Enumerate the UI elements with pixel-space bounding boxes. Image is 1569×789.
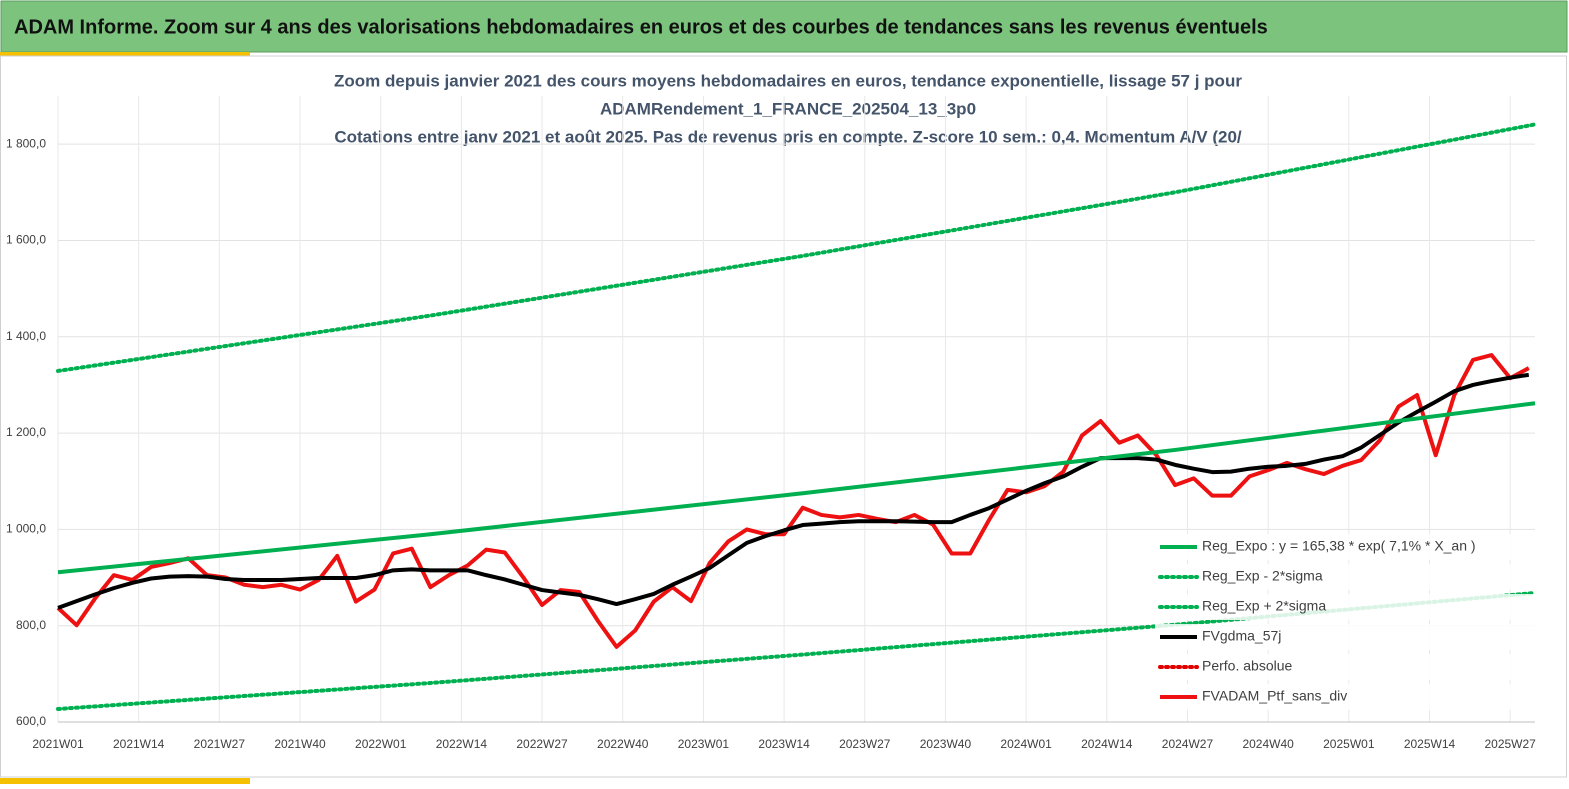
legend-bg [1155, 534, 1535, 560]
legend-bg [1155, 564, 1535, 590]
series-line [57, 401, 1536, 575]
x-tick-label: 2025W01 [1323, 737, 1375, 751]
y-tick-label: 1 400,0 [6, 329, 46, 343]
x-tick-label: 2022W14 [436, 737, 488, 751]
legend-label: Reg_Exp + 2*sigma [1202, 598, 1326, 614]
y-tick-label: 1 200,0 [6, 425, 46, 439]
x-tick-label: 2023W27 [839, 737, 891, 751]
legend-bg [1155, 654, 1535, 680]
y-tick-label: 1 000,0 [6, 522, 46, 536]
legend-label: Perfo. absolue [1202, 658, 1292, 674]
legend-bg [1155, 594, 1535, 620]
x-tick-label: 2025W27 [1484, 737, 1536, 751]
x-tick-label: 2024W27 [1162, 737, 1214, 751]
x-tick-label: 2024W01 [1000, 737, 1052, 751]
x-tick-label: 2021W01 [32, 737, 84, 751]
y-tick-label: 1 800,0 [6, 136, 46, 150]
y-tick-label: 800,0 [16, 618, 46, 632]
series-line [57, 372, 1530, 610]
accent [0, 52, 250, 56]
header-bar [0, 0, 1568, 53]
chart-frame [0, 55, 1567, 778]
legend-label: Reg_Exp - 2*sigma [1202, 568, 1323, 584]
series-line [56, 122, 1537, 373]
legend-label: Reg_Expo : y = 165,38 * exp( 7,1% * X_an… [1202, 538, 1476, 554]
x-tick-label: 2021W40 [274, 737, 326, 751]
x-tick-label: 2021W27 [194, 737, 246, 751]
legend-bg [1155, 684, 1535, 710]
x-tick-label: 2023W01 [678, 737, 730, 751]
x-tick-label: 2022W40 [597, 737, 649, 751]
chart-title: Zoom depuis janvier 2021 des cours moyen… [334, 71, 1242, 90]
legend-bg [1155, 624, 1535, 650]
x-tick-label: 2022W27 [516, 737, 568, 751]
x-tick-label: 2023W14 [758, 737, 810, 751]
y-tick-label: 1 600,0 [6, 233, 46, 247]
x-tick-label: 2025W14 [1404, 737, 1456, 751]
y-tick-label: 600,0 [16, 714, 46, 728]
x-tick-label: 2024W40 [1242, 737, 1294, 751]
header-title: ADAM Informe. Zoom sur 4 ans des valoris… [14, 16, 1268, 38]
legend-label: FVgdma_57j [1202, 628, 1281, 644]
x-tick-label: 2023W40 [920, 737, 972, 751]
x-tick-label: 2024W14 [1081, 737, 1133, 751]
x-tick-label: 2022W01 [355, 737, 407, 751]
legend-label: FVADAM_Ptf_sans_div [1202, 688, 1347, 704]
chart-title: Cotations entre janv 2021 et août 2025. … [334, 127, 1242, 146]
x-tick-label: 2021W14 [113, 737, 165, 751]
chart-title: ADAMRendement_1_FRANCE_202504_13_3p0 [600, 99, 976, 118]
accent [0, 778, 250, 784]
